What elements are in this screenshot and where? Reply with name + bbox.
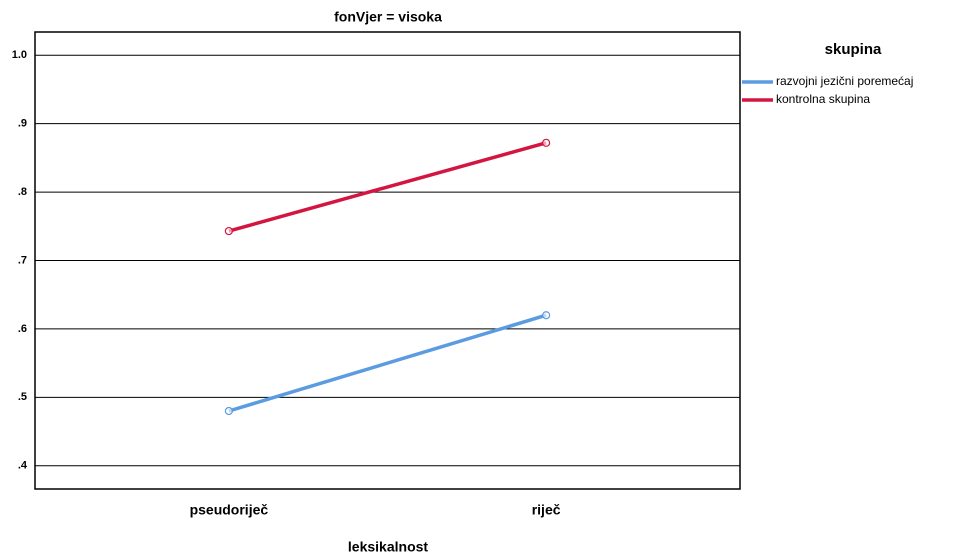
x-tick-label: riječ <box>532 502 561 518</box>
x-axis-label: leksikalnost <box>348 539 428 555</box>
legend-label: razvojni jezični poremećaj <box>776 74 913 88</box>
y-tick-label: .4 <box>18 460 28 472</box>
chart-title: fonVjer = visoka <box>334 9 442 25</box>
data-point <box>542 138 551 147</box>
series-line <box>228 141 547 233</box>
y-tick-label: .6 <box>18 323 27 335</box>
y-tick-label: .8 <box>18 186 27 198</box>
y-tick-label: .9 <box>18 118 27 130</box>
plot-frame <box>34 31 741 490</box>
data-point <box>542 311 551 320</box>
legend-label: kontrolna skupina <box>776 92 870 106</box>
legend-title: skupina <box>825 41 882 58</box>
data-point <box>224 226 233 236</box>
y-tick-label: .5 <box>18 391 27 403</box>
y-tick-label: 1.0 <box>12 49 27 61</box>
x-tick-label: pseudoriječ <box>190 502 269 518</box>
y-tick-label: .7 <box>18 254 27 266</box>
series-line <box>228 313 547 413</box>
data-point <box>224 406 233 416</box>
